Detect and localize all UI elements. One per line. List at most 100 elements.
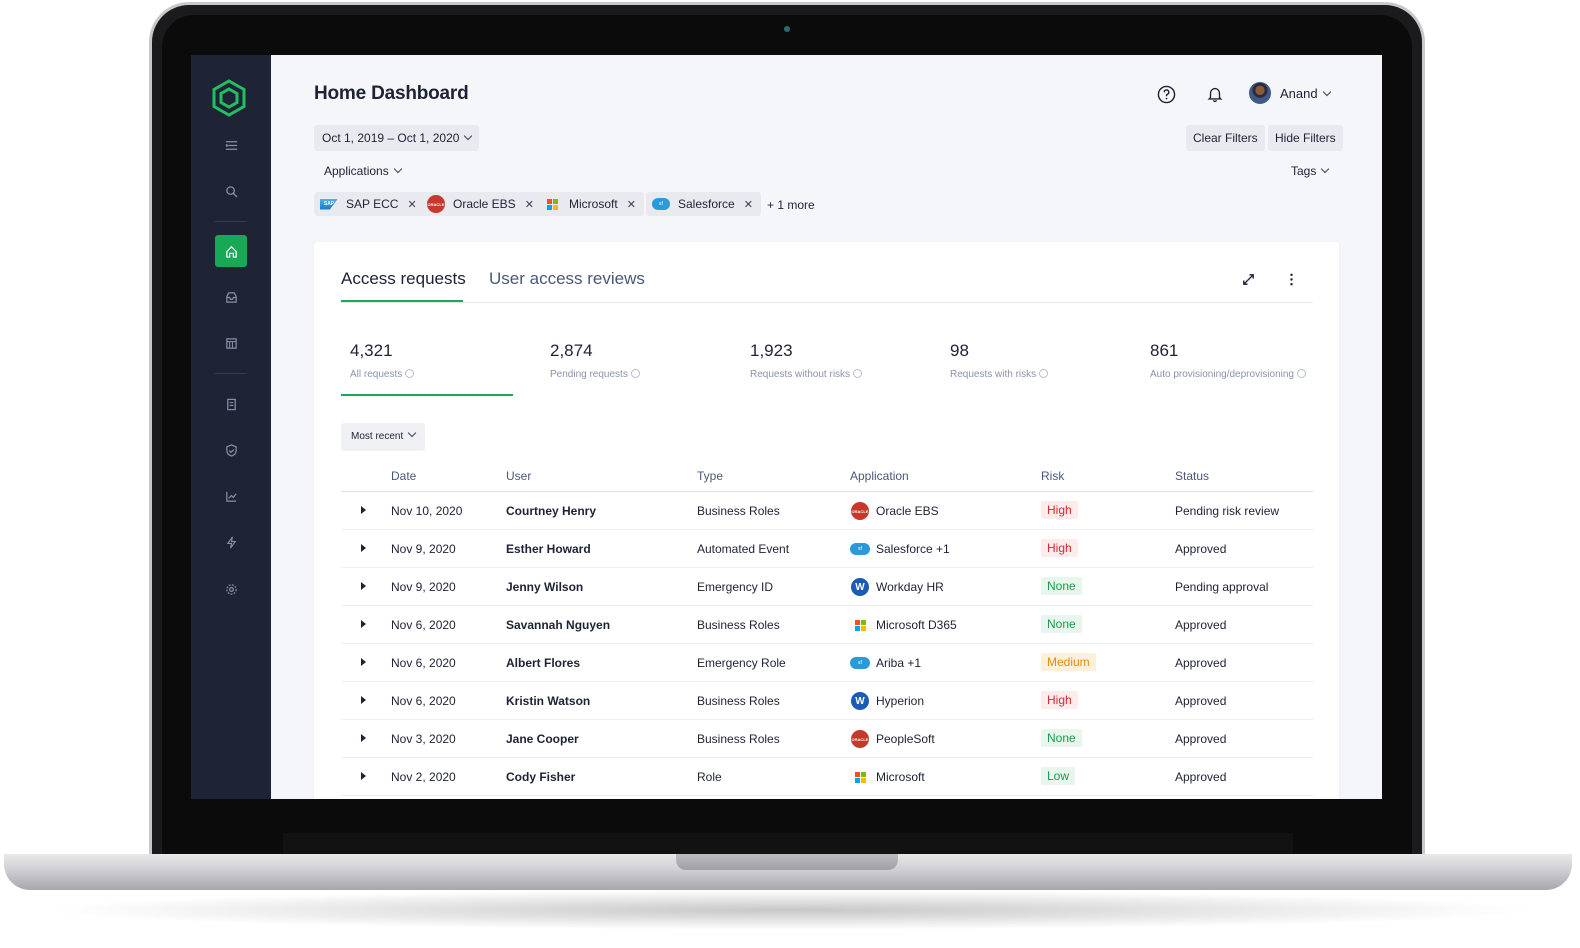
- chart-icon[interactable]: [215, 480, 247, 512]
- cell-user[interactable]: Jane Cooper: [506, 732, 579, 746]
- cell-date: Nov 3, 2020: [391, 732, 456, 746]
- close-icon[interactable]: ✕: [743, 198, 753, 211]
- brand-logo[interactable]: [211, 79, 247, 117]
- column-header-risk[interactable]: Risk: [1041, 469, 1065, 483]
- clear-filters-button[interactable]: Clear Filters: [1186, 125, 1265, 151]
- filter-chip-sap: SAP SAP ECC ✕: [314, 192, 425, 216]
- column-header-application[interactable]: Application: [850, 469, 909, 483]
- expand-row-icon[interactable]: [361, 658, 366, 666]
- chevron-down-icon: [393, 164, 402, 174]
- sap-logo-icon: SAP: [320, 195, 338, 213]
- stat-label: Pending requests: [550, 369, 628, 380]
- table-row[interactable]: Nov 9, 2020 Esther Howard Automated Event s…: [341, 530, 1313, 568]
- table-row[interactable]: Nov 10, 2020 Courtney Henry Business Roles…: [341, 492, 1313, 530]
- risk-badge: High: [1041, 691, 1078, 709]
- access-card: Access requests User access reviews 4,32…: [314, 242, 1339, 799]
- info-icon: [405, 369, 415, 378]
- chevron-down-icon: [1321, 164, 1330, 174]
- report-icon[interactable]: [215, 388, 247, 420]
- expand-icon[interactable]: [1239, 270, 1257, 288]
- column-header-status[interactable]: Status: [1175, 469, 1210, 483]
- tab-access-requests[interactable]: Access requests: [341, 269, 466, 288]
- cell-user[interactable]: Savannah Nguyen: [506, 618, 611, 632]
- more-filters-link[interactable]: + 1 more: [767, 198, 815, 212]
- menu-icon[interactable]: [215, 129, 247, 161]
- page-title: Home Dashboard: [314, 83, 469, 104]
- expand-row-icon[interactable]: [361, 734, 366, 742]
- expand-row-icon[interactable]: [361, 620, 366, 628]
- user-menu[interactable]: Anand: [1280, 86, 1331, 101]
- salesforce-logo-icon: sf: [850, 539, 870, 559]
- close-icon[interactable]: ✕: [524, 198, 534, 211]
- date-range-label: Oct 1, 2019 – Oct 1, 2020: [322, 131, 460, 145]
- info-icon: [853, 369, 863, 378]
- cell-type: Automated Event: [697, 542, 790, 556]
- expand-row-icon[interactable]: [361, 544, 366, 552]
- table-row[interactable]: Nov 6, 2020 Kristin Watson Business Roles W…: [341, 682, 1313, 720]
- sort-label: Most recent: [351, 431, 404, 442]
- help-icon[interactable]: [1155, 83, 1177, 105]
- hide-filters-button[interactable]: Hide Filters: [1268, 125, 1343, 151]
- bell-icon[interactable]: [1204, 83, 1226, 105]
- tags-filter[interactable]: Tags: [1291, 164, 1330, 178]
- applications-filter[interactable]: Applications: [324, 164, 402, 178]
- table-row[interactable]: Nov 6, 2020 Savannah Nguyen Business Roles…: [341, 606, 1313, 644]
- date-range-picker[interactable]: Oct 1, 2019 – Oct 1, 2020: [314, 125, 480, 151]
- microsoft-logo-icon: [850, 615, 870, 635]
- risk-badge: None: [1041, 577, 1082, 595]
- stat-auto-provisioning[interactable]: 861 Auto provisioning/deprovisioning: [1150, 341, 1306, 380]
- expand-row-icon[interactable]: [361, 696, 366, 704]
- calendar-icon[interactable]: [215, 327, 247, 359]
- stat-all-requests[interactable]: 4,321 All requests: [350, 341, 415, 380]
- laptop-notch: [676, 854, 898, 870]
- salesforce-logo-icon: sf: [652, 195, 670, 213]
- stat-value: 98: [950, 341, 969, 360]
- oracle-logo-icon: ORACLE: [850, 729, 870, 749]
- column-header-type[interactable]: Type: [697, 469, 724, 483]
- stat-value: 1,923: [750, 341, 793, 360]
- lightning-icon[interactable]: [215, 526, 247, 558]
- cell-user[interactable]: Jenny Wilson: [506, 580, 584, 594]
- cell-type: Business Roles: [697, 504, 780, 518]
- avatar[interactable]: [1249, 82, 1271, 104]
- filter-chip-salesforce: sf Salesforce ✕: [646, 192, 761, 216]
- info-icon: [1296, 369, 1306, 378]
- shield-icon[interactable]: [215, 434, 247, 466]
- sidebar: [191, 55, 271, 799]
- cell-status: Approved: [1175, 732, 1227, 746]
- tab-user-access-reviews[interactable]: User access reviews: [489, 269, 645, 288]
- table-row[interactable]: Nov 3, 2020 Jane Cooper Business Roles ORAC…: [341, 720, 1313, 758]
- expand-row-icon[interactable]: [361, 772, 366, 780]
- gear-icon[interactable]: [215, 573, 247, 605]
- table-row[interactable]: Nov 9, 2020 Jenny Wilson Emergency ID W Work…: [341, 568, 1313, 606]
- cell-user[interactable]: Esther Howard: [506, 542, 591, 556]
- table-row[interactable]: Nov 2, 2020 Cody Fisher Role Microsoft Low Ap…: [341, 758, 1313, 796]
- inbox-icon[interactable]: [215, 281, 247, 313]
- more-options-icon[interactable]: [1282, 270, 1300, 288]
- cell-application: ORACLE Oracle EBS: [850, 501, 939, 521]
- cell-application: Microsoft: [850, 767, 925, 787]
- close-icon[interactable]: ✕: [626, 198, 636, 211]
- cell-user[interactable]: Kristin Watson: [506, 694, 591, 708]
- expand-row-icon[interactable]: [361, 582, 366, 590]
- user-name: Anand: [1280, 86, 1318, 101]
- cell-user[interactable]: Courtney Henry: [506, 504, 597, 518]
- column-header-user[interactable]: User: [506, 469, 532, 483]
- stat-pending-requests[interactable]: 2,874 Pending requests: [550, 341, 640, 380]
- search-icon[interactable]: [215, 175, 247, 207]
- expand-row-icon[interactable]: [361, 506, 366, 514]
- column-header-date[interactable]: Date: [391, 469, 417, 483]
- stat-requests-with-risks[interactable]: 98 Requests with risks: [950, 341, 1049, 380]
- sort-dropdown[interactable]: Most recent: [341, 423, 426, 451]
- cell-status: Pending risk review: [1175, 504, 1280, 518]
- cell-user[interactable]: Cody Fisher: [506, 770, 576, 784]
- home-icon[interactable]: [215, 235, 247, 267]
- stat-requests-without-risks[interactable]: 1,923 Requests without risks: [750, 341, 863, 380]
- close-icon[interactable]: ✕: [407, 198, 417, 211]
- stat-label: Requests without risks: [750, 369, 851, 380]
- chevron-down-icon: [464, 131, 473, 141]
- cell-user[interactable]: Albert Flores: [506, 656, 581, 670]
- cell-status: Approved: [1175, 694, 1227, 708]
- microsoft-logo-icon: [543, 195, 561, 213]
- table-row[interactable]: Nov 6, 2020 Albert Flores Emergency Role sf…: [341, 644, 1313, 682]
